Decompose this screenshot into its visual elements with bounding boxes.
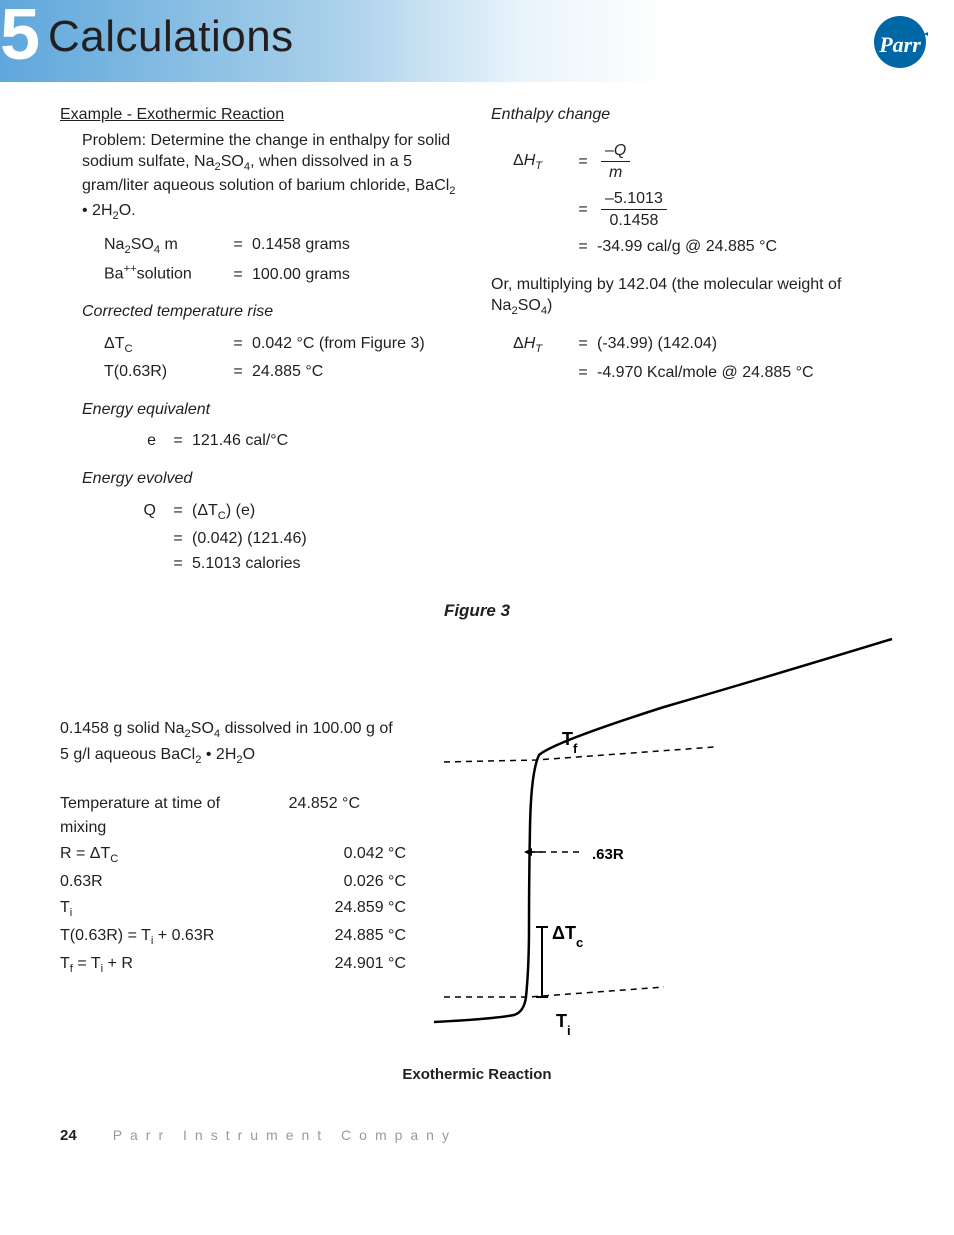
fig-r3-label: 0.63R bbox=[60, 870, 286, 894]
problem-statement: Problem: Determine the change in enthalp… bbox=[82, 130, 463, 224]
figure-left-text: 0.1458 g solid Na2SO4 dissolved in 100.0… bbox=[60, 627, 406, 979]
dht-label: ΔHT bbox=[513, 150, 569, 174]
q-val3: 5.1013 calories bbox=[192, 553, 301, 575]
frac-q-over-m: –Q m bbox=[601, 140, 630, 184]
dht-label2: ΔHT bbox=[513, 333, 569, 357]
ba-value: 100.00 grams bbox=[252, 264, 350, 286]
parr-logo-icon: Parr bbox=[872, 14, 928, 75]
q-label: Q bbox=[104, 500, 164, 522]
fig-r1-label: Temperature at time of mixing bbox=[60, 792, 240, 840]
figure-section: Figure 3 0.1458 g solid Na2SO4 dissolved… bbox=[0, 587, 954, 1093]
e-value: 121.46 cal/°C bbox=[192, 430, 288, 452]
label-tf: Tf bbox=[562, 729, 578, 756]
fig-r2-label: R = ΔTC bbox=[60, 842, 286, 868]
figure-caption: Exothermic Reaction bbox=[60, 1066, 894, 1083]
figure-data-table: Temperature at time of mixing 24.852 °C … bbox=[60, 791, 406, 979]
ba-label: Ba++solution bbox=[104, 262, 224, 285]
q-val1: (ΔTC) (e) bbox=[192, 500, 255, 524]
page-number: 24 bbox=[60, 1127, 77, 1144]
enthalpy-result1: -34.99 cal/g @ 24.885 °C bbox=[597, 236, 777, 258]
t063-value: 24.885 °C bbox=[252, 361, 323, 383]
dtc-label: ΔTC bbox=[104, 333, 224, 357]
givens-table: Na2SO4 m = 0.1458 grams Ba++solution = 1… bbox=[104, 232, 463, 287]
frac-numeric: –5.1013 0.1458 bbox=[601, 188, 667, 232]
q-val2: (0.042) (121.46) bbox=[192, 528, 307, 550]
page-footer: 24 Parr Instrument Company bbox=[0, 1093, 954, 1168]
enthalpy-heading: Enthalpy change bbox=[491, 104, 894, 126]
svg-text:Parr: Parr bbox=[878, 32, 921, 57]
e-label: e bbox=[104, 430, 164, 452]
energy-evolved-table: Q = (ΔTC) (e) = (0.042) (121.46) = 5.101… bbox=[104, 498, 463, 577]
dashed-lower bbox=[444, 987, 664, 997]
header-band: 5 Calculations Parr bbox=[0, 0, 954, 82]
label-ti: Ti bbox=[556, 1011, 571, 1038]
curve-main bbox=[434, 639, 892, 1022]
corrected-temp-table: ΔTC = 0.042 °C (from Figure 3) T(0.63R) … bbox=[104, 331, 463, 385]
dtc-value: 0.042 °C (from Figure 3) bbox=[252, 333, 425, 355]
figure-description: 0.1458 g solid Na2SO4 dissolved in 100.0… bbox=[60, 717, 406, 769]
dashed-upper bbox=[444, 747, 714, 762]
content-area: Example - Exothermic Reaction Problem: D… bbox=[0, 82, 954, 587]
fig-r6-val: 24.901 °C bbox=[286, 952, 406, 978]
figure-title: Figure 3 bbox=[60, 601, 894, 621]
left-column: Example - Exothermic Reaction Problem: D… bbox=[60, 104, 463, 587]
footer-company: Parr Instrument Company bbox=[113, 1127, 457, 1143]
example-title: Example - Exothermic Reaction bbox=[60, 104, 463, 126]
figure-chart: Tf .63R ΔTc Ti bbox=[414, 627, 894, 1052]
fig-r5-label: T(0.63R) = Ti + 0.63R bbox=[60, 924, 286, 950]
chapter-number: 5 bbox=[0, 0, 40, 76]
fig-r4-val: 24.859 °C bbox=[286, 896, 406, 922]
na2so4-label: Na2SO4 m bbox=[104, 234, 224, 258]
na2so4-value: 0.1458 grams bbox=[252, 234, 350, 256]
calc2-val1: (-34.99) (142.04) bbox=[597, 333, 717, 355]
label-63r: .63R bbox=[592, 846, 624, 863]
fig-r1-val: 24.852 °C bbox=[240, 792, 360, 840]
fig-r4-label: Ti bbox=[60, 896, 286, 922]
fig-r5-val: 24.885 °C bbox=[286, 924, 406, 950]
fig-r6-label: Tf = Ti + R bbox=[60, 952, 286, 978]
fig-r2-val: 0.042 °C bbox=[286, 842, 406, 868]
t063-label: T(0.63R) bbox=[104, 361, 224, 383]
energy-equivalent-heading: Energy equivalent bbox=[82, 399, 463, 421]
chapter-title: Calculations bbox=[48, 12, 294, 62]
calc2-val2: -4.970 Kcal/mole @ 24.885 °C bbox=[597, 362, 814, 384]
corrected-temp-heading: Corrected temperature rise bbox=[82, 301, 463, 323]
enthalpy-calc: ΔHT = –Q m = –5.1013 0. bbox=[513, 138, 894, 260]
fig-r3-val: 0.026 °C bbox=[286, 870, 406, 894]
right-column: Enthalpy change ΔHT = –Q m = bbox=[491, 104, 894, 587]
label-dtc: ΔTc bbox=[552, 923, 583, 950]
multiply-text: Or, multiplying by 142.04 (the molecular… bbox=[491, 274, 894, 320]
energy-equivalent-table: e = 121.46 cal/°C bbox=[104, 428, 463, 454]
energy-evolved-heading: Energy evolved bbox=[82, 468, 463, 490]
enthalpy-calc2: ΔHT = (-34.99) (142.04) = -4.970 Kcal/mo… bbox=[513, 331, 894, 385]
